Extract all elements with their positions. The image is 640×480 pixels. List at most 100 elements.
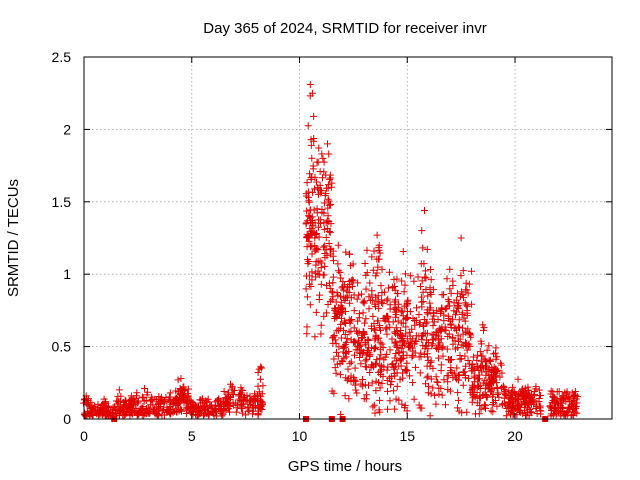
data-point (456, 335, 464, 343)
data-point (557, 399, 565, 407)
data-point (177, 406, 185, 414)
data-point (383, 366, 391, 374)
data-point (311, 173, 319, 181)
data-point (121, 396, 129, 404)
data-point (255, 388, 263, 396)
data-point (403, 313, 411, 321)
data-point (426, 288, 434, 296)
data-point (476, 348, 484, 356)
data-point (257, 392, 265, 400)
data-point (179, 383, 187, 391)
data-point (463, 286, 471, 294)
data-point (359, 309, 367, 317)
data-point (308, 276, 316, 284)
data-point (376, 408, 384, 416)
data-point (374, 317, 382, 325)
data-point (572, 391, 580, 399)
data-point (233, 404, 241, 412)
data-point (527, 408, 535, 416)
data-point (449, 374, 457, 382)
data-point (334, 352, 342, 360)
data-point (215, 401, 223, 409)
data-point (446, 285, 454, 293)
data-point (359, 298, 367, 306)
data-point (450, 324, 458, 332)
data-point (391, 286, 399, 294)
data-point (459, 381, 467, 389)
data-point (322, 309, 330, 317)
data-point (457, 355, 465, 363)
data-point (308, 154, 316, 162)
data-point (372, 387, 380, 395)
data-point (353, 389, 361, 397)
data-point (181, 386, 189, 394)
data-point (480, 355, 488, 363)
data-point (319, 243, 327, 251)
data-point (471, 410, 479, 418)
data-point (351, 381, 359, 389)
data-point (345, 328, 353, 336)
data-point (310, 185, 318, 193)
data-point (365, 293, 373, 301)
data-point (571, 387, 579, 395)
data-point (132, 405, 140, 413)
data-point (402, 323, 410, 331)
data-point (351, 338, 359, 346)
data-point (309, 222, 317, 230)
data-point (81, 395, 89, 403)
data-point (519, 410, 527, 418)
data-point (411, 321, 419, 329)
data-point (246, 396, 254, 404)
data-point (389, 360, 397, 368)
data-point (465, 340, 473, 348)
data-point (173, 396, 181, 404)
data-point (331, 304, 339, 312)
data-point (546, 402, 554, 410)
data-point (424, 292, 432, 300)
data-point (427, 375, 435, 383)
data-point (393, 382, 401, 390)
data-point (392, 338, 400, 346)
data-point (312, 246, 320, 254)
data-point (392, 357, 400, 365)
data-point (468, 360, 476, 368)
data-point (325, 201, 333, 209)
data-point (426, 412, 434, 420)
data-point (304, 260, 312, 268)
data-point (155, 398, 163, 406)
data-point (226, 402, 234, 410)
data-point (346, 250, 354, 258)
data-point (426, 362, 434, 370)
data-point (321, 262, 329, 270)
data-point (464, 357, 472, 365)
data-point (376, 361, 384, 369)
data-point (203, 397, 211, 405)
data-point (467, 267, 475, 275)
data-point (324, 224, 332, 232)
data-point (418, 404, 426, 412)
data-point (492, 355, 500, 363)
data-point (391, 354, 399, 362)
data-point (410, 395, 418, 403)
data-point (149, 401, 157, 409)
data-point (537, 407, 545, 415)
data-point (564, 403, 572, 411)
data-point (434, 378, 442, 386)
data-point (316, 271, 324, 279)
data-point (326, 229, 334, 237)
data-point (397, 344, 405, 352)
data-point (238, 409, 246, 417)
data-point (303, 272, 311, 280)
data-point (481, 390, 489, 398)
data-point (341, 340, 349, 348)
data-point (416, 283, 424, 291)
data-point (373, 231, 381, 239)
data-point (415, 353, 423, 361)
data-point (383, 297, 391, 305)
data-point (429, 340, 437, 348)
data-point (422, 285, 430, 293)
data-point (437, 361, 445, 369)
data-point (174, 376, 182, 384)
data-point (146, 408, 154, 416)
data-point (398, 400, 406, 408)
